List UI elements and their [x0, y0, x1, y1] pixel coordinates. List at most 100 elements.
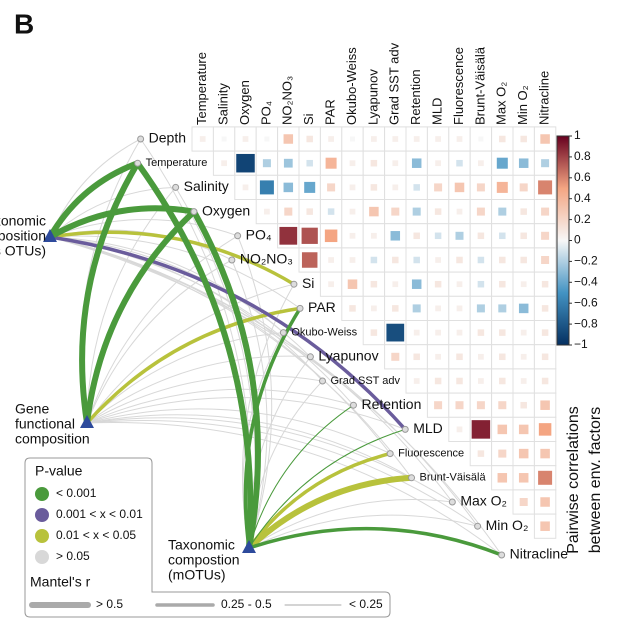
cell — [520, 401, 527, 409]
column-label: PO₄ — [258, 101, 273, 125]
cell — [264, 136, 270, 142]
cell — [541, 377, 549, 385]
source-label: Taxonomic — [168, 537, 235, 553]
cell — [328, 257, 334, 263]
target-node — [137, 135, 145, 143]
cell — [434, 280, 442, 288]
cell — [540, 521, 550, 531]
cell — [413, 256, 420, 264]
mantel-edge — [248, 498, 453, 549]
legend-swatch — [35, 550, 49, 564]
cell — [306, 135, 313, 143]
cell — [456, 136, 463, 142]
cell — [349, 208, 356, 215]
mantel-edge — [49, 219, 239, 238]
cell — [456, 377, 463, 385]
mantel-edge — [248, 428, 406, 549]
cell — [435, 353, 441, 360]
cell — [520, 232, 527, 240]
target-node — [349, 401, 357, 409]
mantel-edge — [49, 186, 177, 238]
cell — [325, 157, 337, 169]
cell — [349, 232, 356, 239]
cell — [478, 160, 484, 167]
cell — [392, 184, 399, 191]
cell — [540, 497, 550, 507]
cell — [477, 280, 485, 288]
cell — [477, 232, 485, 240]
cell — [499, 377, 506, 385]
cell — [284, 207, 293, 216]
row-label: NO₂NO₃ — [240, 251, 293, 267]
mantel-edge — [86, 186, 177, 424]
cell — [242, 136, 249, 142]
source-label: (mOTUs) — [168, 567, 226, 583]
legend-swatch — [35, 487, 49, 501]
cell — [499, 280, 506, 288]
mantel-edge — [86, 355, 311, 424]
cell — [301, 227, 318, 244]
column-label: Si — [301, 113, 316, 125]
column-label: Nitracline — [537, 71, 552, 125]
cell — [411, 279, 422, 289]
cell — [434, 232, 442, 240]
cell — [371, 232, 377, 239]
mantel-edge — [86, 408, 391, 455]
mantel-edge — [86, 396, 406, 430]
cell — [434, 377, 442, 385]
source-node — [43, 229, 57, 242]
cell — [391, 207, 400, 216]
column-label: Lyapunov — [365, 69, 380, 125]
target-node — [290, 280, 298, 288]
cell — [434, 208, 442, 215]
column-label: Okubo-Weiss — [344, 47, 359, 125]
cell — [306, 159, 313, 167]
mantel-edge — [48, 230, 296, 286]
cell — [283, 134, 294, 144]
row-label: PO₄ — [246, 227, 272, 243]
colorbar-title: Pairwise correlations — [565, 406, 582, 554]
source-label: Gene — [15, 401, 49, 417]
cell — [519, 183, 528, 192]
cell — [301, 252, 318, 268]
colorbar-tick-label: 0.2 — [574, 212, 591, 226]
mantel-edge — [49, 236, 479, 527]
legend-swatch — [35, 529, 49, 543]
cell — [370, 159, 378, 167]
cell — [499, 135, 506, 143]
cell — [456, 208, 463, 215]
cell — [541, 329, 549, 336]
row-label: Oxygen — [202, 202, 250, 218]
mantel-edge — [247, 451, 392, 550]
row-label: Fluorescence — [398, 448, 464, 460]
mantel-edge — [49, 236, 503, 556]
cell — [541, 305, 549, 312]
cell — [518, 303, 529, 314]
cell — [392, 281, 399, 288]
mantel-edge — [79, 160, 141, 426]
mantel-edge — [140, 138, 253, 549]
cell — [392, 305, 399, 312]
cell — [498, 207, 507, 216]
column-label: Brunt-Väisälä — [472, 46, 487, 125]
legend-label: > 0.05 — [56, 549, 90, 563]
cell — [477, 450, 485, 457]
row-label: Nitracline — [510, 546, 569, 562]
target-node — [172, 183, 180, 191]
row-label: MLD — [413, 420, 443, 436]
cell — [350, 136, 355, 142]
cell — [519, 498, 528, 506]
cell — [371, 136, 377, 142]
cell — [370, 184, 378, 191]
target-node — [474, 522, 482, 530]
cell — [541, 207, 550, 216]
row-label: Okubo-Weiss — [291, 327, 357, 339]
source-node — [80, 415, 94, 428]
mantel-edge — [247, 526, 504, 557]
cell — [412, 304, 421, 313]
colorbar-tick-label: 1 — [574, 128, 581, 142]
cell — [498, 304, 507, 313]
cell — [478, 353, 484, 360]
target-node — [134, 159, 142, 167]
source-label: functional — [15, 416, 75, 432]
